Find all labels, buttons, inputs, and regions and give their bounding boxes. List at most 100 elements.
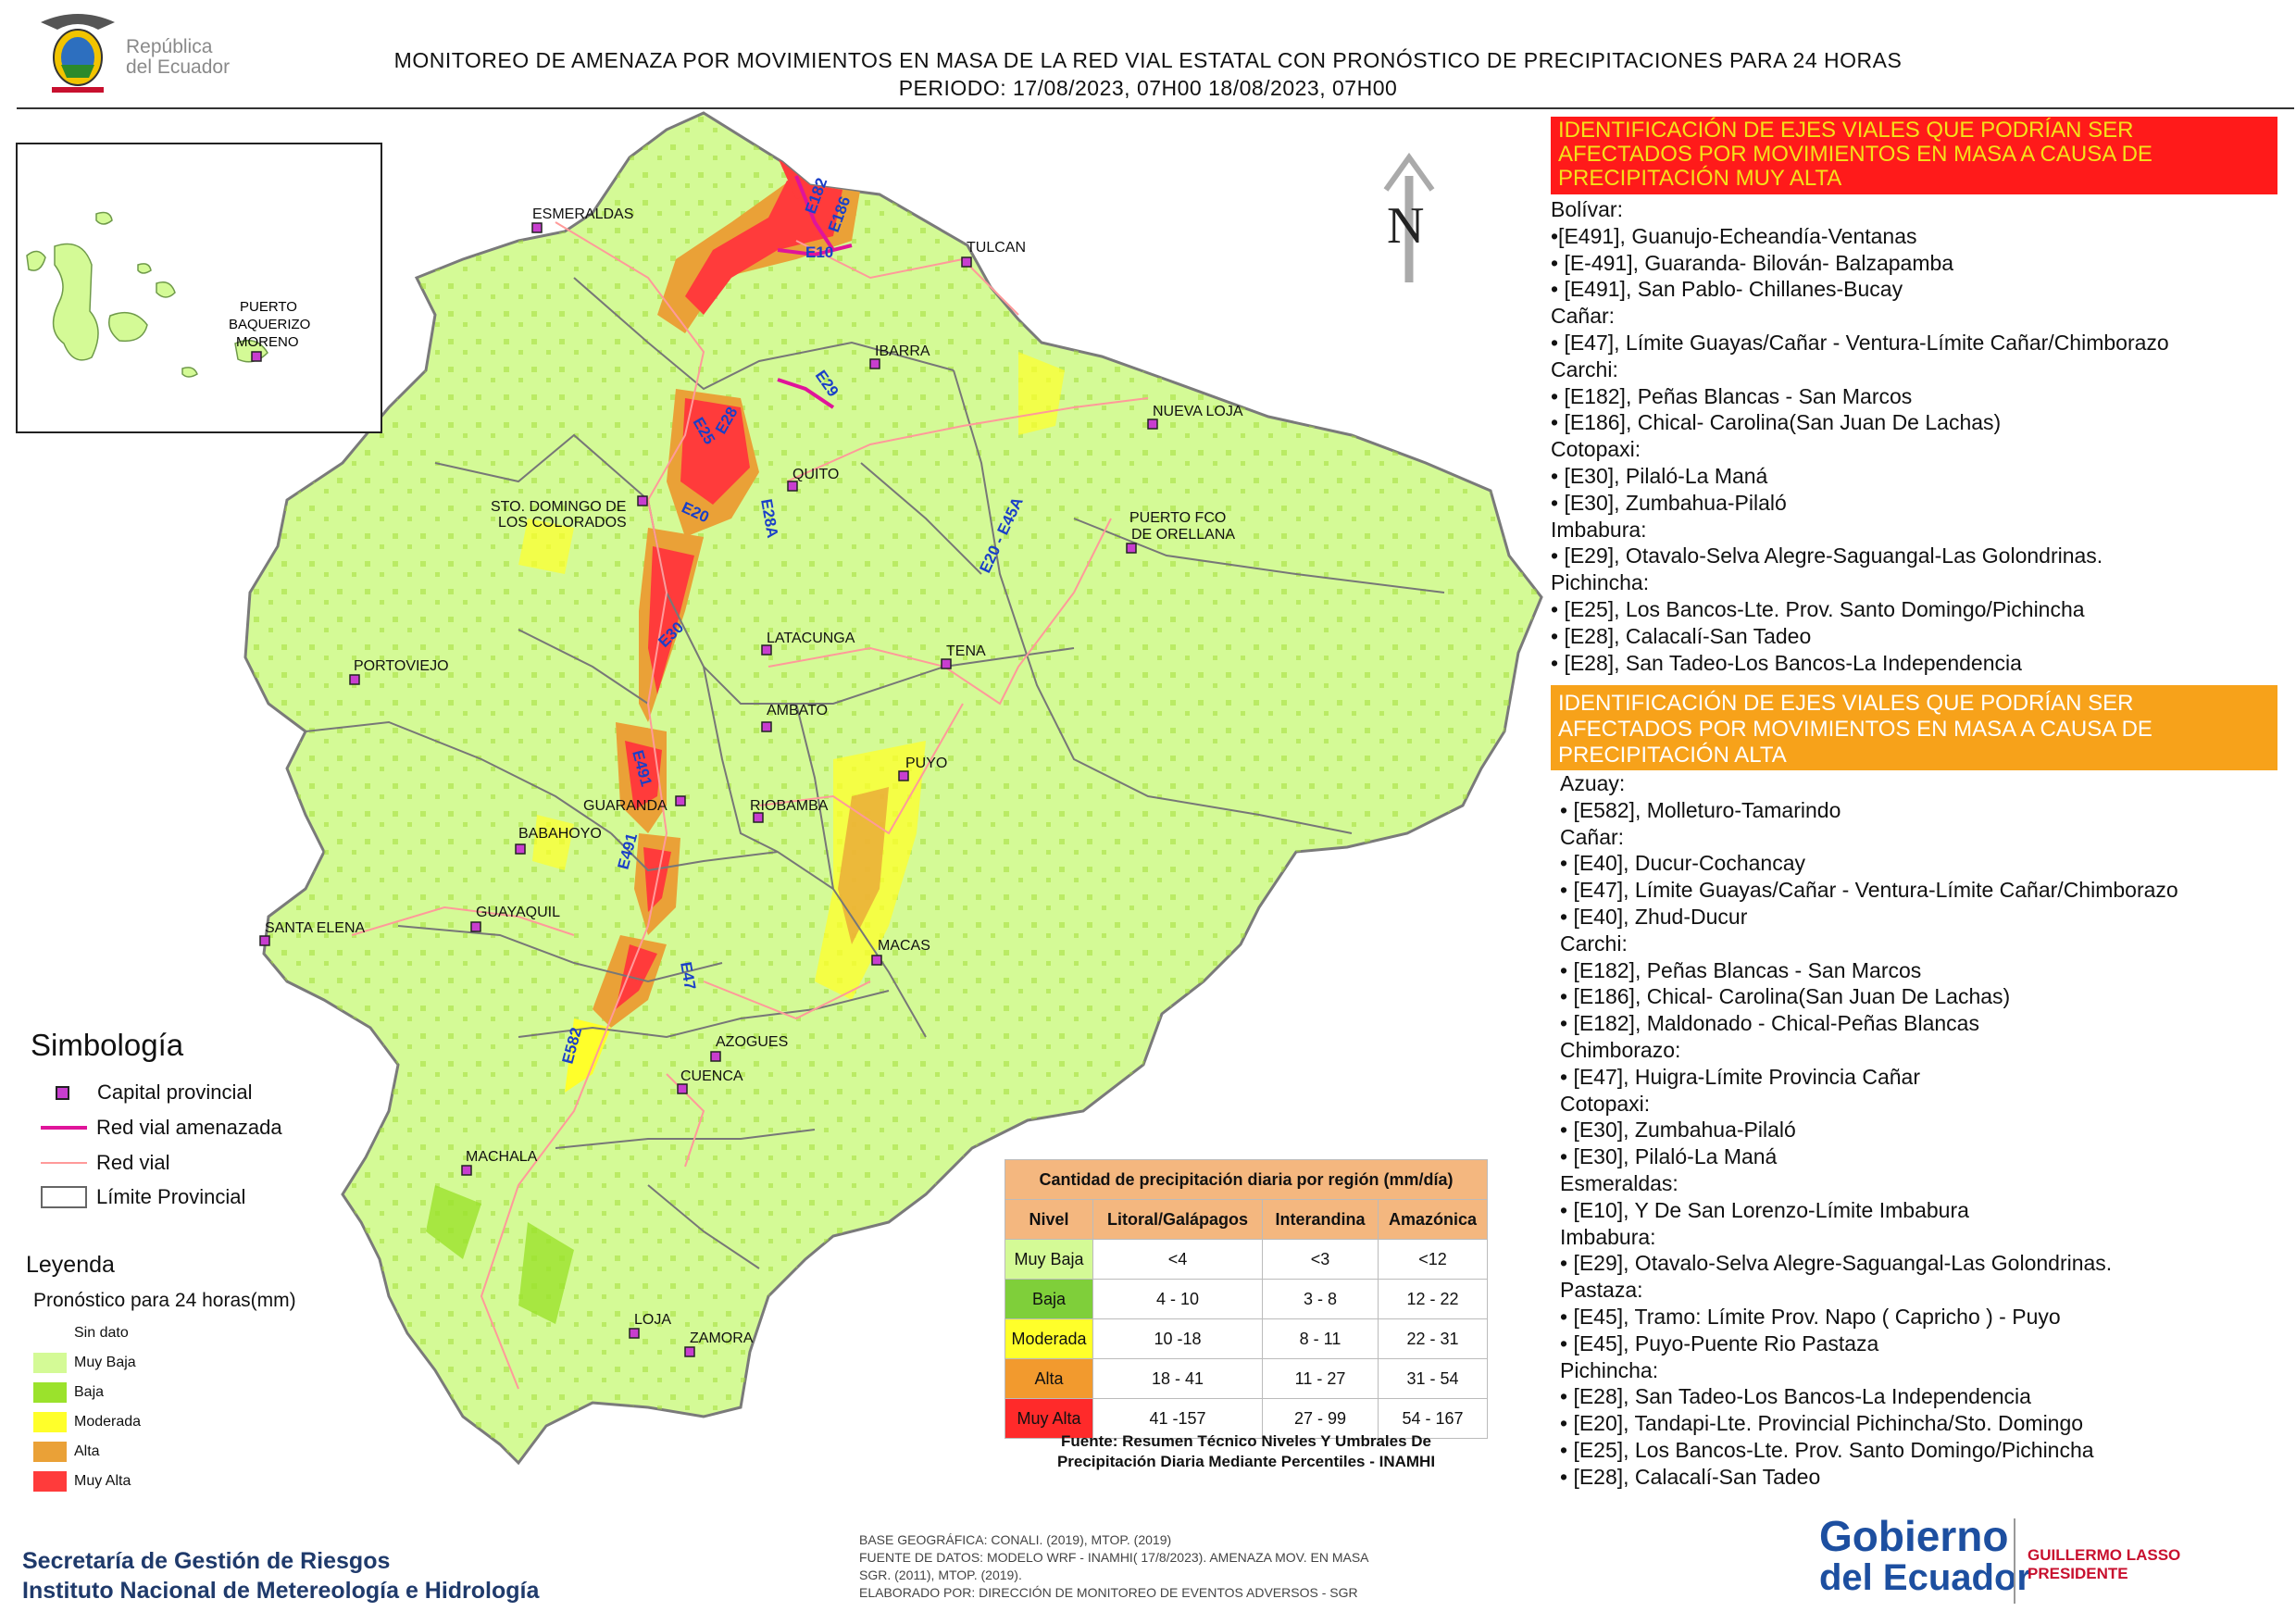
panel-header-line: PRECIPITACIÓN MUY ALTA bbox=[1558, 166, 1842, 191]
road-list-line: • [E30], Zumbahua-Pilaló bbox=[1560, 1118, 1796, 1143]
city-label: LOS COLORADOS bbox=[498, 515, 627, 531]
forecast-level: Muy Alta bbox=[33, 1467, 141, 1496]
city-label: LATACUNGA bbox=[767, 631, 855, 646]
capital-marker bbox=[787, 481, 798, 492]
capital-marker bbox=[637, 495, 648, 506]
city-label: BABAHOYO bbox=[518, 826, 602, 842]
road-list-line: • [E47], Límite Guayas/Cañar - Ventura-L… bbox=[1560, 878, 2178, 903]
table-row: Moderada 10 -18 8 - 11 22 - 31 bbox=[1004, 1318, 1488, 1359]
value-cell: 8 - 11 bbox=[1262, 1318, 1379, 1359]
road-list-line: • [E40], Ducur-Cochancay bbox=[1560, 851, 1806, 876]
table-row: Muy Baja <4 <3 <12 bbox=[1004, 1239, 1488, 1280]
capital-marker bbox=[515, 843, 526, 855]
table-source: Fuente: Resumen Técnico Niveles Y Umbral… bbox=[1004, 1431, 1488, 1472]
table-row: Alta 18 - 41 11 - 27 31 - 54 bbox=[1004, 1358, 1488, 1399]
road-list-line: Pastaza: bbox=[1560, 1278, 1643, 1303]
level-label: Sin dato bbox=[74, 1325, 129, 1341]
organization-credits: Secretaría de Gestión de Riesgos Institu… bbox=[22, 1546, 539, 1605]
city-label: IBARRA bbox=[875, 344, 930, 359]
capital-marker bbox=[470, 921, 481, 932]
road-list-line: • [E47], Huigra-Límite Provincia Cañar bbox=[1560, 1064, 1920, 1089]
road-list-line: Esmeraldas: bbox=[1560, 1170, 1678, 1195]
road-network bbox=[351, 221, 1149, 1390]
value-cell: 18 - 41 bbox=[1092, 1358, 1263, 1399]
island bbox=[137, 263, 152, 274]
source-line: Precipitación Diaria Mediante Percentile… bbox=[1056, 1453, 1436, 1470]
capital-marker bbox=[761, 644, 772, 656]
table-header: Amazónica bbox=[1378, 1199, 1488, 1240]
legend-row-boundary: Límite Provincial bbox=[41, 1185, 245, 1209]
city-label: LOJA bbox=[634, 1312, 671, 1328]
muy-alta-panel-header: IDENTIFICACIÓN DE EJES VIALES QUE PODRÍA… bbox=[1551, 117, 2277, 194]
gobierno-logo: Gobierno del Ecuador bbox=[1819, 1515, 2031, 1598]
city-label: GUARANDA bbox=[583, 798, 668, 814]
value-cell: 4 - 10 bbox=[1092, 1279, 1263, 1319]
value-cell: 11 - 27 bbox=[1262, 1358, 1379, 1399]
north-arrow: N bbox=[1383, 152, 1435, 282]
simbologia-title: Simbología bbox=[31, 1028, 184, 1062]
capital-marker bbox=[259, 935, 270, 946]
leyenda-subtitle: Pronóstico para 24 horas(mm) bbox=[33, 1290, 296, 1311]
level-cell: Muy Baja bbox=[1004, 1239, 1093, 1280]
leyenda-title: Leyenda bbox=[26, 1252, 115, 1278]
road-list-line: Pichincha: bbox=[1560, 1357, 1659, 1382]
legend-row-threatened-road: Red vial amenazada bbox=[41, 1116, 282, 1140]
fernandina-island bbox=[26, 250, 46, 271]
table-title: Cantidad de precipitación diaria por reg… bbox=[1004, 1159, 1488, 1200]
swatch-muy-alta bbox=[33, 1471, 67, 1492]
road-list-line: • [E28], Calacalí-San Tadeo bbox=[1560, 1464, 1821, 1489]
city-label: PUYO bbox=[905, 756, 947, 771]
panel-header-line: PRECIPITACIÓN ALTA bbox=[1558, 743, 1787, 768]
gob-line: del Ecuador bbox=[1819, 1557, 2031, 1598]
galapagos-inset-map: PUERTO BAQUERIZO MORENO bbox=[16, 143, 382, 433]
capital-marker bbox=[869, 358, 880, 369]
city-label: MACAS bbox=[878, 938, 930, 954]
road-list-line: • [E182], Maldonado - Chical-Peñas Blanc… bbox=[1560, 1011, 1979, 1036]
capital-marker bbox=[941, 658, 952, 669]
capital-marker bbox=[761, 721, 772, 732]
road-list-line: • [E30], Pilaló-La Maná bbox=[1560, 1144, 1778, 1169]
road-list-line: Carchi: bbox=[1560, 931, 1628, 956]
road-list-line: • [E29], Otavalo-Selva Alegre-Saguangal-… bbox=[1560, 1251, 2113, 1276]
alta-road-list: Azuay: • [E582], Molleturo-Tamarindo Cañar… bbox=[1560, 770, 2178, 1491]
legend-row-capital: Capital provincial bbox=[56, 1081, 253, 1105]
road-list-line: • [E40], Zhud-Ducur bbox=[1560, 904, 1748, 929]
map-metadata: BASE GEOGRÁFICA: CONALI. (2019), MTOP. (… bbox=[859, 1531, 1369, 1602]
swatch-sin-dato bbox=[33, 1323, 67, 1343]
threatened-road-segments bbox=[777, 175, 853, 409]
capital-marker bbox=[675, 795, 686, 806]
page-title: MONITOREO DE AMENAZA POR MOVIMIENTOS EN … bbox=[278, 46, 2018, 102]
road-list-line: • [E28], San Tadeo-Los Bancos-La Indepen… bbox=[1551, 650, 2022, 675]
panel-header-line: IDENTIFICACIÓN DE EJES VIALES QUE PODRÍA… bbox=[1558, 691, 2134, 716]
swatch-muy-baja bbox=[33, 1353, 67, 1373]
road-list-line: • [E45], Puyo-Puente Rio Pastaza bbox=[1560, 1330, 1879, 1355]
road-list-line: • [E30], Zumbahua-Pilaló bbox=[1551, 490, 1787, 515]
city-label: TENA bbox=[946, 643, 986, 659]
meta-line: BASE GEOGRÁFICA: CONALI. (2019), MTOP. (… bbox=[859, 1532, 1172, 1547]
road-list-line: • [E45], Tramo: Límite Prov. Napo ( Capr… bbox=[1560, 1304, 2061, 1329]
title-line1: MONITOREO DE AMENAZA POR MOVIMIENTOS EN … bbox=[393, 48, 1903, 72]
value-cell: 12 - 22 bbox=[1378, 1279, 1488, 1319]
road-list-line: • [E25], Los Bancos-Lte. Prov. Santo Dom… bbox=[1560, 1437, 2094, 1462]
capital-marker bbox=[961, 256, 972, 268]
road-list-line: • [E182], Peñas Blancas - San Marcos bbox=[1551, 383, 1913, 408]
road-list-line: • [E47], Límite Guayas/Cañar - Ventura-L… bbox=[1551, 330, 2169, 355]
city-label: RIOBAMBA bbox=[750, 798, 829, 814]
road-list-line: • [E182], Peñas Blancas - San Marcos bbox=[1560, 957, 1922, 982]
capital-marker bbox=[871, 955, 882, 966]
road-list-line: •[E491], Guanujo-Echeandía-Ventanas bbox=[1551, 223, 1917, 248]
panel-header-line: AFECTADOS POR MOVIMIENTOS EN MASA A CAUS… bbox=[1558, 142, 2152, 167]
city-label: TULCAN bbox=[967, 240, 1026, 256]
road-list-line: • [E186], Chical- Carolina(San Juan De L… bbox=[1551, 410, 2002, 435]
ecuador-coat-of-arms-logo bbox=[33, 9, 122, 98]
swatch-alta bbox=[33, 1442, 67, 1462]
level-cell: Baja bbox=[1004, 1279, 1093, 1319]
island bbox=[95, 211, 113, 225]
legend-label: Red vial bbox=[96, 1151, 170, 1174]
city-label: SANTA ELENA bbox=[265, 920, 366, 936]
capital-marker bbox=[349, 674, 360, 685]
value-cell: 27 - 99 bbox=[1262, 1398, 1379, 1439]
capital-marker bbox=[684, 1346, 695, 1357]
forecast-level: Muy Baja bbox=[33, 1348, 141, 1378]
brand-line1: República bbox=[126, 36, 213, 57]
